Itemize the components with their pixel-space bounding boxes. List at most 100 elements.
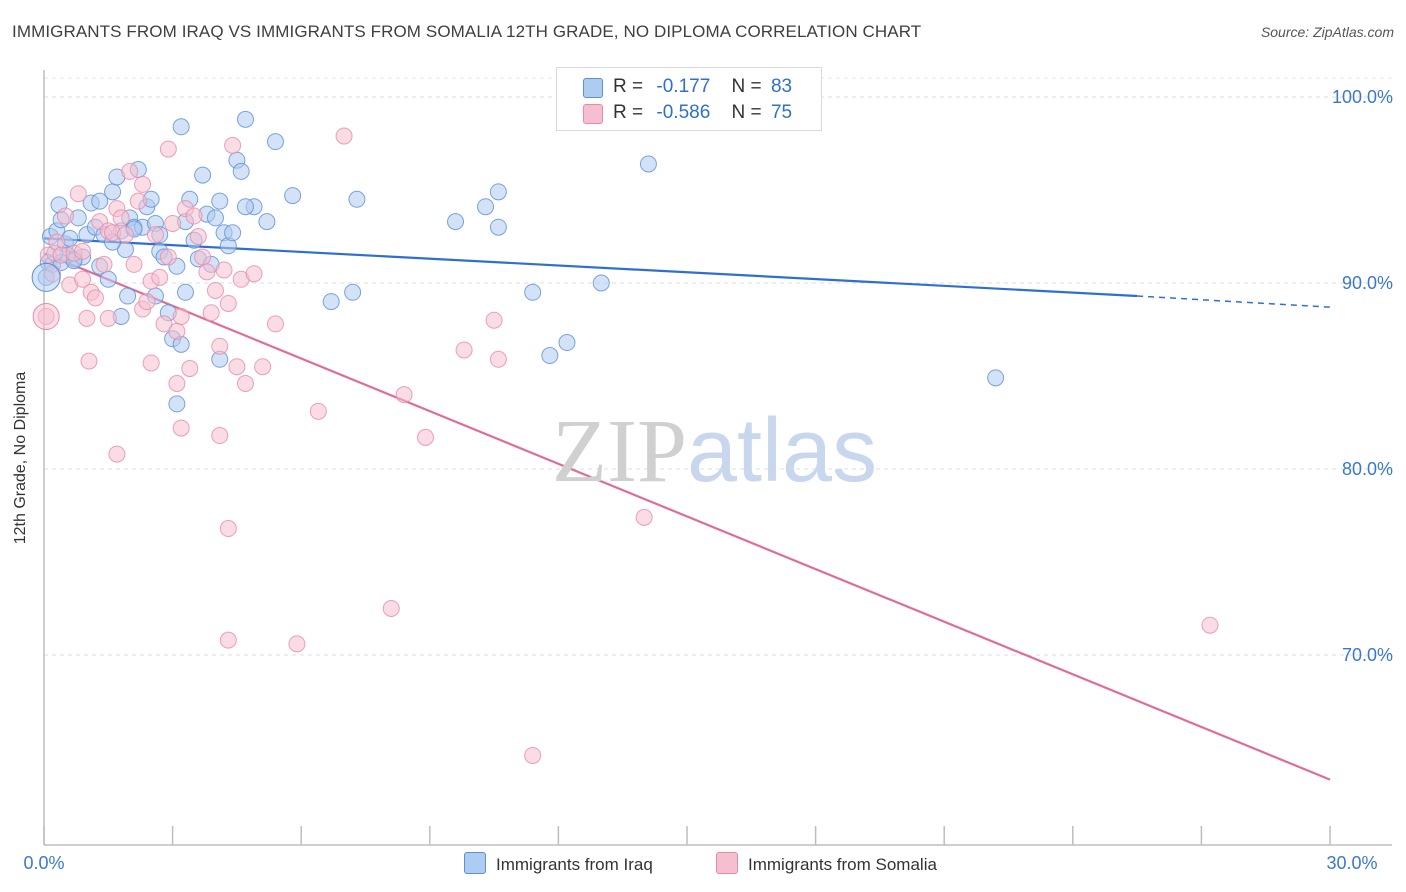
iraq-point [477, 198, 495, 216]
legend-swatch-iraq [583, 78, 603, 98]
iraq-point [639, 155, 657, 173]
iraq-point [172, 118, 190, 136]
iraq-point [236, 198, 254, 216]
iraq-point [489, 183, 507, 201]
watermark: ZIPatlas [552, 400, 877, 503]
somalia-point [266, 315, 284, 333]
somalia-point [189, 228, 207, 245]
somalia-point [524, 746, 542, 764]
somalia-point [56, 207, 74, 225]
trend-lines [43, 237, 1331, 781]
iraq-point [541, 347, 559, 365]
somalia-point [129, 192, 147, 210]
x-tick-label-max: 30.0% [1326, 853, 1377, 873]
iraq-point [447, 213, 465, 231]
somalia-point [164, 214, 182, 232]
scatter-points [31, 110, 1219, 764]
somalia-point [215, 261, 233, 279]
legend-swatch-somalia [583, 104, 603, 124]
series-name-somalia: Immigrants from Somalia [748, 855, 937, 874]
somalia-point [181, 360, 199, 378]
somalia-point [78, 309, 96, 327]
iraq-point [206, 209, 224, 227]
iraq-point [348, 190, 366, 208]
iraq-point [232, 162, 250, 180]
iraq-point [987, 369, 1005, 387]
somalia-point [236, 374, 254, 392]
somalia-point [146, 226, 164, 244]
somalia-point [172, 419, 190, 437]
series-swatch-iraq [464, 852, 486, 874]
somalia-point [335, 127, 353, 145]
iraq-point [266, 133, 284, 151]
somalia-point [202, 304, 220, 322]
series-name-iraq: Immigrants from Iraq [496, 855, 653, 874]
somalia-point [455, 341, 473, 359]
somalia-point [288, 635, 306, 653]
legend-r-label: R = [613, 102, 644, 123]
somalia-trend-line [43, 252, 1331, 781]
series-legend-iraq: Immigrants from Iraq [464, 852, 653, 875]
watermark-atlas: atlas [687, 401, 878, 501]
somalia-point [489, 350, 507, 368]
somalia-point [159, 140, 177, 158]
series-swatch-somalia [716, 852, 738, 874]
iraq-point [284, 187, 302, 205]
somalia-point [155, 315, 173, 333]
legend-r-label: R = [613, 76, 644, 97]
somalia-point [219, 294, 237, 312]
iraq-point [104, 183, 122, 201]
axes [43, 70, 1392, 846]
y-tick-label: 80.0% [1342, 459, 1393, 479]
somalia-point [211, 337, 229, 355]
somalia-point [95, 255, 113, 273]
somalia-point [80, 352, 98, 370]
iraq-point [592, 274, 610, 292]
somalia-point [99, 309, 117, 327]
iraq-point [258, 213, 276, 231]
somalia-point [194, 248, 212, 266]
somalia-point [108, 445, 126, 463]
somalia-point [309, 402, 327, 420]
iraq-point [236, 110, 254, 128]
somalia-point [254, 358, 272, 376]
somalia-point [74, 242, 92, 260]
somalia-point [635, 508, 653, 526]
iraq-point [211, 192, 229, 210]
somalia-point [172, 307, 190, 325]
somalia-point [86, 289, 104, 307]
legend-iraq-n: 83 [770, 76, 793, 97]
iraq-point [224, 224, 242, 242]
tick-labels: 70.0% 80.0% 90.0% 100.0% 0.0% 30.0% [23, 87, 1393, 873]
somalia-point [485, 311, 503, 329]
somalia-point [116, 226, 134, 244]
chart-source: Source: ZipAtlas.com [1260, 24, 1394, 40]
somalia-point [125, 255, 143, 273]
y-tick-label: 70.0% [1342, 645, 1393, 665]
legend-n-label: N = [731, 76, 762, 97]
somalia-point [417, 428, 435, 446]
somalia-point [121, 162, 139, 180]
y-tick-label: 100.0% [1332, 87, 1393, 107]
somalia-point [228, 358, 246, 376]
somalia-point [138, 293, 156, 311]
y-axis-label: 12th Grade, No Diploma [12, 371, 29, 545]
somalia-point [168, 374, 186, 392]
somalia-point [395, 386, 413, 404]
somalia-point [198, 263, 216, 281]
iraq-point [168, 395, 186, 413]
somalia-point [142, 354, 160, 372]
somalia-point [219, 520, 237, 538]
iraq-point-large [31, 262, 61, 292]
somalia-point [185, 207, 203, 225]
iraq-point [558, 334, 576, 352]
somalia-point [211, 427, 229, 445]
legend-n-label: N = [731, 102, 762, 123]
series-legend-somalia: Immigrants from Somalia [716, 852, 937, 875]
iraq-point [524, 283, 542, 301]
iraq-point [194, 166, 212, 184]
somalia-point [69, 185, 87, 203]
somalia-point [134, 175, 152, 193]
x-tick-label-min: 0.0% [23, 853, 64, 873]
